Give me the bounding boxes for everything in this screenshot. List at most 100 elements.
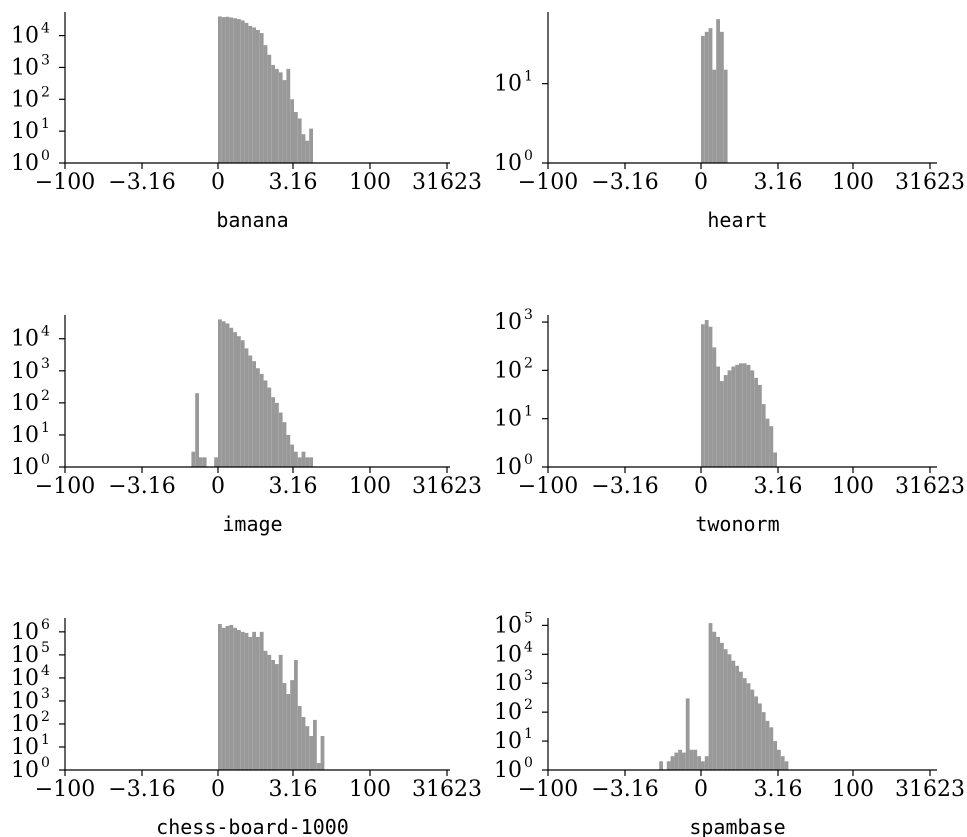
- histogram-bar: [765, 418, 770, 467]
- histogram-bar: [739, 363, 743, 467]
- histogram-bar: [225, 323, 230, 467]
- histogram-bar: [742, 678, 747, 770]
- histogram-bar: [735, 665, 739, 770]
- histogram-bar: [294, 659, 298, 770]
- histogram-bar: [716, 366, 720, 467]
- histogram-bar: [252, 27, 256, 164]
- histogram-bar: [259, 631, 264, 770]
- histogram-bar: [275, 402, 279, 467]
- y-tick-exponent: 3: [41, 356, 50, 372]
- histogram-bar: [309, 735, 313, 770]
- histogram-bar: [723, 649, 728, 770]
- y-tick-exponent: 3: [41, 52, 50, 68]
- histogram-bar: [214, 457, 218, 467]
- histogram-bar: [693, 749, 698, 770]
- histogram-bar: [225, 625, 230, 770]
- histogram-bar: [218, 623, 222, 770]
- histogram-bar: [233, 627, 237, 770]
- x-tick-label: 31623: [895, 474, 965, 499]
- y-tick-label: 10: [494, 613, 522, 638]
- histogram-bar: [271, 397, 275, 467]
- y-tick-label: 10: [494, 700, 522, 725]
- panel-title: banana: [216, 208, 288, 232]
- histogram-bar: [716, 636, 720, 770]
- histogram-bar: [267, 387, 272, 467]
- x-tick-label: 31623: [412, 170, 482, 195]
- histogram-bar: [309, 128, 313, 163]
- histogram-bar: [297, 706, 302, 770]
- histogram-bar: [754, 696, 758, 770]
- x-tick-label: 0: [694, 777, 708, 802]
- histogram-bar: [252, 361, 256, 467]
- histogram-bar: [746, 364, 751, 467]
- histogram-bar: [263, 380, 268, 467]
- histogram-bar: [712, 631, 717, 770]
- y-tick-label: 10: [11, 327, 39, 352]
- histogram-bar: [305, 140, 310, 163]
- histogram-bar: [758, 384, 762, 467]
- histogram-bar: [708, 28, 713, 164]
- x-tick-label: 3.16: [269, 777, 318, 802]
- histogram-bar: [286, 694, 291, 770]
- y-tick-label: 10: [11, 87, 39, 112]
- y-tick-exponent: 2: [41, 84, 50, 100]
- x-tick-label: 0: [211, 170, 225, 195]
- histogram-bar: [735, 364, 739, 467]
- y-tick-label: 10: [11, 758, 39, 783]
- histogram-bar: [252, 631, 256, 770]
- histogram-bar: [237, 19, 241, 163]
- histogram-bar: [271, 659, 275, 770]
- histogram-bar: [320, 735, 325, 770]
- y-tick-exponent: 4: [41, 21, 50, 37]
- histogram-bar: [754, 377, 758, 467]
- histogram-bar: [731, 660, 736, 770]
- histogram-bar: [769, 426, 774, 467]
- histogram-bar: [286, 68, 291, 163]
- y-tick-label: 10: [11, 359, 39, 384]
- y-tick-exponent: 3: [524, 307, 533, 323]
- histogram-bar: [233, 18, 237, 163]
- y-tick-exponent: 4: [41, 324, 50, 340]
- histogram-bar: [758, 703, 762, 770]
- y-tick-exponent: 0: [41, 755, 50, 771]
- histogram-bar: [237, 336, 241, 467]
- x-tick-label: −100: [518, 170, 578, 195]
- y-tick-exponent: 4: [41, 663, 50, 679]
- x-tick-label: −3.16: [108, 474, 175, 499]
- y-tick-exponent: 5: [524, 610, 533, 626]
- histogram-bar: [723, 375, 728, 467]
- histogram-bar: [708, 623, 713, 770]
- histogram-bar: [271, 64, 275, 163]
- histogram-bar: [275, 68, 279, 163]
- x-tick-label: −3.16: [108, 170, 175, 195]
- histogram-bar: [199, 457, 203, 467]
- y-tick-exponent: 0: [41, 148, 50, 164]
- panel-title: heart: [707, 208, 767, 232]
- histogram-bar: [240, 20, 245, 163]
- histogram-bar: [256, 636, 260, 770]
- histogram-bar: [739, 671, 743, 770]
- histogram-bar: [225, 16, 230, 164]
- y-tick-label: 10: [494, 758, 522, 783]
- histogram-bar: [282, 80, 287, 163]
- histogram-bar: [263, 650, 268, 770]
- x-tick-label: 0: [694, 474, 708, 499]
- histogram-bar: [697, 756, 701, 770]
- histogram-bar: [701, 35, 705, 163]
- y-tick-label: 10: [494, 642, 522, 667]
- y-tick-label: 10: [494, 310, 522, 335]
- histogram-bar: [720, 642, 724, 770]
- y-tick-exponent: 2: [524, 697, 533, 713]
- histogram-bar: [202, 457, 207, 467]
- histogram-bar: [237, 630, 241, 770]
- y-tick-label: 10: [11, 55, 39, 80]
- y-tick-exponent: 2: [41, 388, 50, 404]
- y-tick-label: 10: [494, 455, 522, 480]
- histogram-bar: [727, 654, 732, 770]
- x-tick-label: 31623: [895, 170, 965, 195]
- histogram-bar: [244, 632, 249, 770]
- x-tick-label: 31623: [412, 777, 482, 802]
- histogram-bar: [670, 756, 675, 770]
- histogram-bar: [701, 324, 705, 467]
